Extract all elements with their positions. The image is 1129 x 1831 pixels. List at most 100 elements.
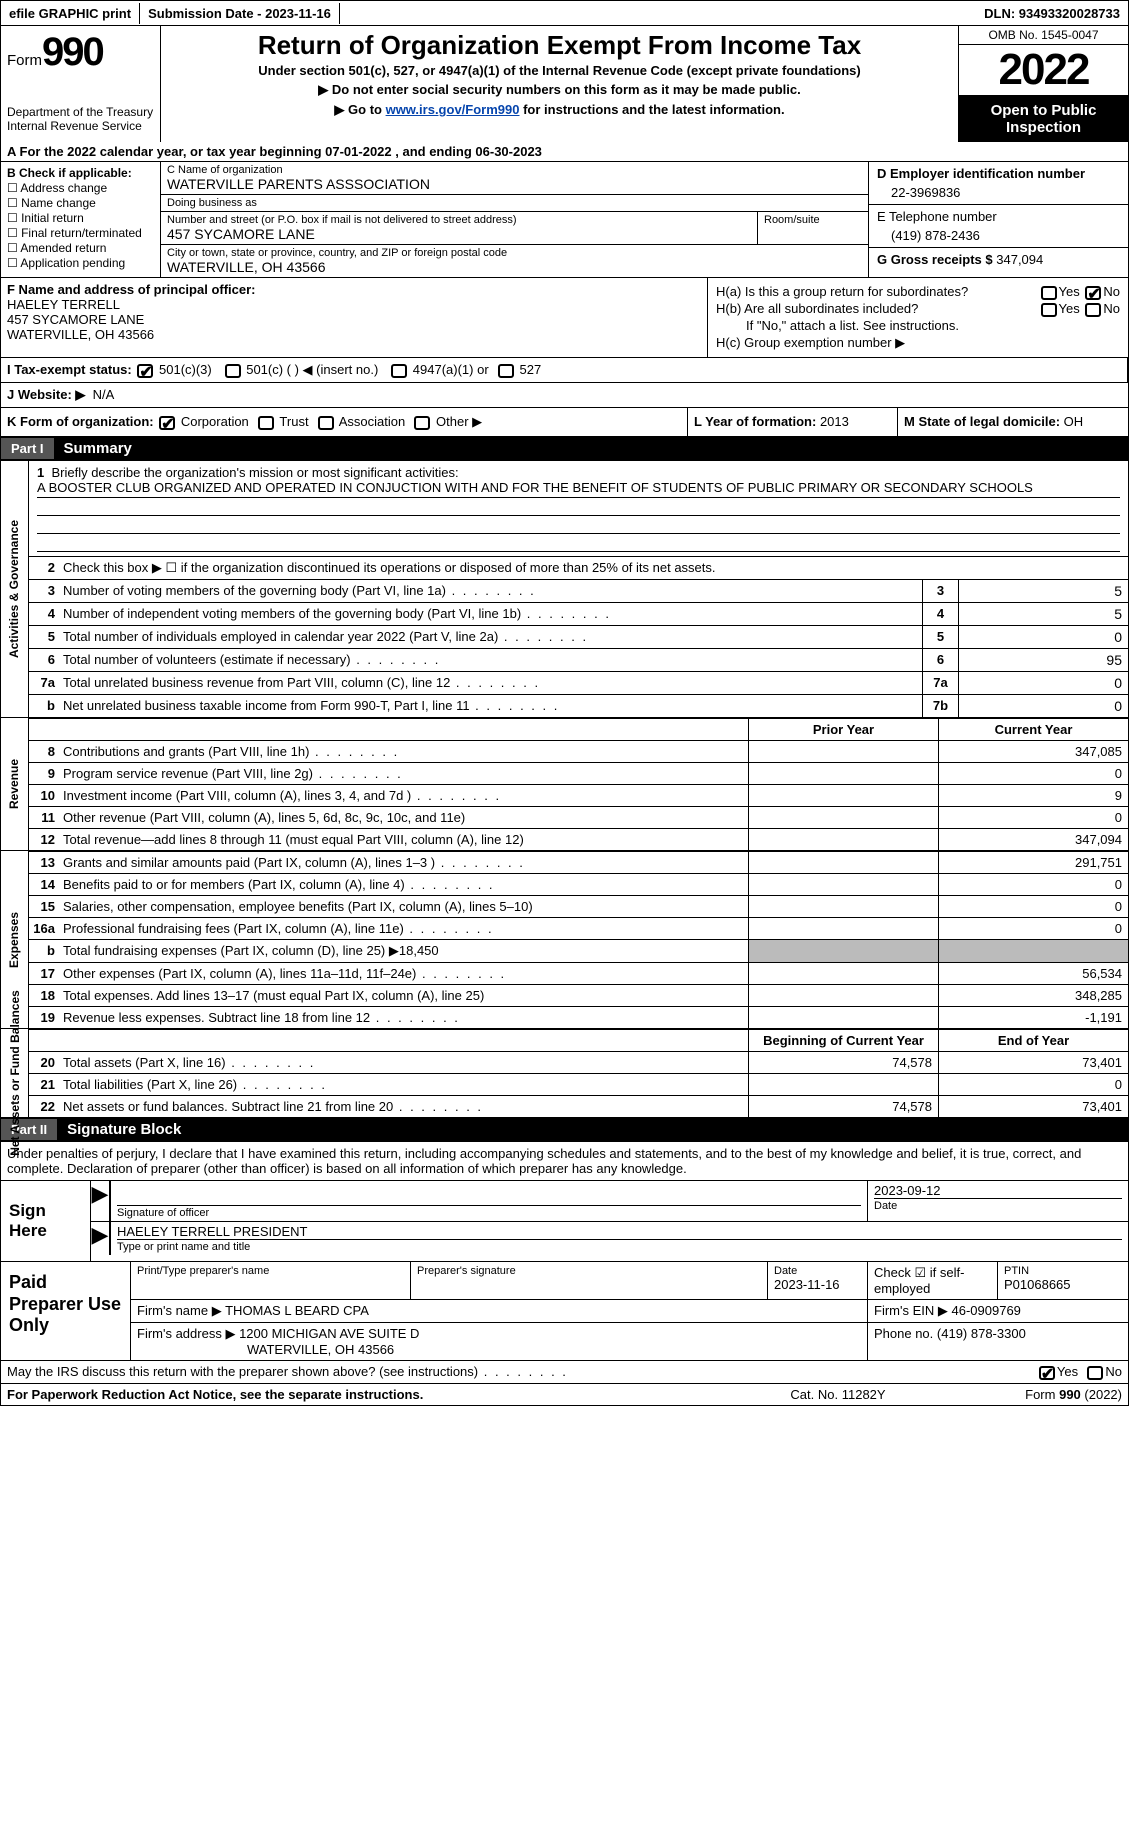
- firm-phone: (419) 878-3300: [937, 1326, 1026, 1341]
- privacy-note: ▶ Do not enter social security numbers o…: [167, 82, 952, 98]
- chk-other[interactable]: [414, 416, 430, 430]
- chk-501c[interactable]: [225, 364, 241, 378]
- line5-val: 0: [958, 626, 1128, 648]
- line7a-val: 0: [958, 672, 1128, 694]
- chk-assoc[interactable]: [318, 416, 334, 430]
- line20-py: 74,578: [748, 1052, 938, 1073]
- line9: Program service revenue (Part VIII, line…: [59, 763, 748, 784]
- box-b: B Check if applicable: ☐ Address change …: [1, 162, 161, 277]
- expenses-section: Expenses 13Grants and similar amounts pa…: [0, 851, 1129, 1029]
- officer-addr2: WATERVILLE, OH 43566: [7, 327, 154, 342]
- line3: Number of voting members of the governin…: [59, 580, 922, 602]
- sign-here-label: Sign Here: [1, 1181, 91, 1261]
- part2-header: Part II Signature Block: [0, 1118, 1129, 1142]
- line7a: Total unrelated business revenue from Pa…: [59, 672, 922, 694]
- irs-link[interactable]: www.irs.gov/Form990: [386, 102, 520, 117]
- officer-name: HAELEY TERRELL: [7, 297, 120, 312]
- self-employed-check[interactable]: Check ☑ if self-employed: [868, 1262, 998, 1299]
- omb-number: OMB No. 1545-0047: [959, 26, 1128, 45]
- tax-status-label: I Tax-exempt status:: [7, 362, 132, 377]
- ha-yes-checkbox[interactable]: [1041, 286, 1057, 300]
- top-bar: efile GRAPHIC print Submission Date - 20…: [0, 0, 1129, 26]
- chk-amended[interactable]: ☐ Amended return: [7, 241, 154, 255]
- form-ref: Form 990 (2022): [928, 1384, 1128, 1405]
- section-klm: K Form of organization: Corporation Trus…: [0, 408, 1129, 437]
- city: WATERVILLE, OH 43566: [167, 259, 862, 275]
- efile-label[interactable]: efile GRAPHIC print: [1, 3, 140, 24]
- line9-cy: 0: [938, 763, 1128, 784]
- firm-name-label: Firm's name ▶: [137, 1303, 222, 1318]
- room-label: Room/suite: [764, 214, 862, 226]
- city-label: City or town, state or province, country…: [167, 247, 862, 259]
- line17: Other expenses (Part IX, column (A), lin…: [59, 963, 748, 984]
- discuss-yes-checkbox[interactable]: [1039, 1366, 1055, 1380]
- domicile-label: M State of legal domicile:: [904, 414, 1060, 429]
- chk-trust[interactable]: [258, 416, 274, 430]
- revenue-section: Revenue Prior YearCurrent Year 8Contribu…: [0, 718, 1129, 851]
- chk-initial-return[interactable]: ☐ Initial return: [7, 211, 154, 225]
- chk-corp[interactable]: [159, 416, 175, 430]
- domicile: OH: [1064, 414, 1084, 429]
- street-label: Number and street (or P.O. box if mail i…: [167, 214, 751, 226]
- phone: (419) 878-2436: [877, 224, 1120, 243]
- line7b-val: 0: [958, 695, 1128, 717]
- firm-addr-label: Firm's address ▶: [137, 1326, 235, 1341]
- box-de: D Employer identification number 22-3969…: [868, 162, 1128, 277]
- phone-label: E Telephone number: [877, 209, 1120, 224]
- part2-title: Signature Block: [67, 1118, 181, 1141]
- name-title-label: Type or print name and title: [117, 1239, 1122, 1253]
- ein-label: D Employer identification number: [877, 166, 1120, 181]
- box-f: F Name and address of principal officer:…: [1, 278, 708, 357]
- line2: Check this box ▶ ☐ if the organization d…: [59, 557, 1128, 579]
- chk-501c3[interactable]: [137, 364, 153, 378]
- street: 457 SYCAMORE LANE: [167, 226, 751, 242]
- line7b: Net unrelated business taxable income fr…: [59, 695, 922, 717]
- chk-address-change[interactable]: ☐ Address change: [7, 181, 154, 195]
- begin-year-hdr: Beginning of Current Year: [748, 1030, 938, 1051]
- line20: Total assets (Part X, line 16): [59, 1052, 748, 1073]
- vlabel-rev: Revenue: [8, 759, 22, 809]
- submission-date: Submission Date - 2023-11-16: [140, 3, 340, 24]
- hb-no-checkbox[interactable]: [1085, 303, 1101, 317]
- form-subtitle: Under section 501(c), 527, or 4947(a)(1)…: [167, 63, 952, 78]
- vlabel-ag: Activities & Governance: [8, 520, 22, 658]
- line4: Number of independent voting members of …: [59, 603, 922, 625]
- end-year-hdr: End of Year: [938, 1030, 1128, 1051]
- dba-label: Doing business as: [167, 197, 862, 209]
- form-header: Form990 Department of the Treasury Inter…: [0, 26, 1129, 142]
- hb-yes-checkbox[interactable]: [1041, 303, 1057, 317]
- year-formed-label: L Year of formation:: [694, 414, 816, 429]
- line15-cy: 0: [938, 896, 1128, 917]
- org-name-label: C Name of organization: [167, 164, 862, 176]
- vlabel-na: Net Assets or Fund Balances: [8, 990, 22, 1156]
- discuss-row: May the IRS discuss this return with the…: [0, 1361, 1129, 1384]
- box-c: C Name of organization WATERVILLE PARENT…: [161, 162, 868, 277]
- ptin: P01068665: [1004, 1277, 1122, 1292]
- form-number: Form990: [7, 30, 154, 75]
- part1-num: Part I: [1, 438, 54, 459]
- chk-name-change[interactable]: ☐ Name change: [7, 196, 154, 210]
- form-org-label: K Form of organization:: [7, 414, 154, 429]
- discuss-no-checkbox[interactable]: [1087, 1366, 1103, 1380]
- firm-addr1: 1200 MICHIGAN AVE SUITE D: [239, 1326, 419, 1341]
- tax-year: 2022: [959, 45, 1128, 96]
- prep-sig-label: Preparer's signature: [417, 1265, 761, 1277]
- line10-cy: 9: [938, 785, 1128, 806]
- chk-527[interactable]: [498, 364, 514, 378]
- footer: For Paperwork Reduction Act Notice, see …: [0, 1384, 1129, 1406]
- line13-cy: 291,751: [938, 852, 1128, 873]
- section-bcde: B Check if applicable: ☐ Address change …: [0, 162, 1129, 278]
- chk-final-return[interactable]: ☐ Final return/terminated: [7, 226, 154, 240]
- line11-cy: 0: [938, 807, 1128, 828]
- line8: Contributions and grants (Part VIII, lin…: [59, 741, 748, 762]
- net-assets-section: Net Assets or Fund Balances Beginning of…: [0, 1029, 1129, 1118]
- section-i: I Tax-exempt status: 501(c)(3) 501(c) ( …: [0, 358, 1129, 383]
- chk-app-pending[interactable]: ☐ Application pending: [7, 256, 154, 270]
- chk-4947[interactable]: [391, 364, 407, 378]
- prep-date: 2023-11-16: [774, 1277, 861, 1292]
- penalty-statement: Under penalties of perjury, I declare th…: [0, 1142, 1129, 1180]
- line11: Other revenue (Part VIII, column (A), li…: [59, 807, 748, 828]
- ha-no-checkbox[interactable]: [1085, 286, 1101, 300]
- firm-ein: 46-0909769: [952, 1303, 1021, 1318]
- line21-cy: 0: [938, 1074, 1128, 1095]
